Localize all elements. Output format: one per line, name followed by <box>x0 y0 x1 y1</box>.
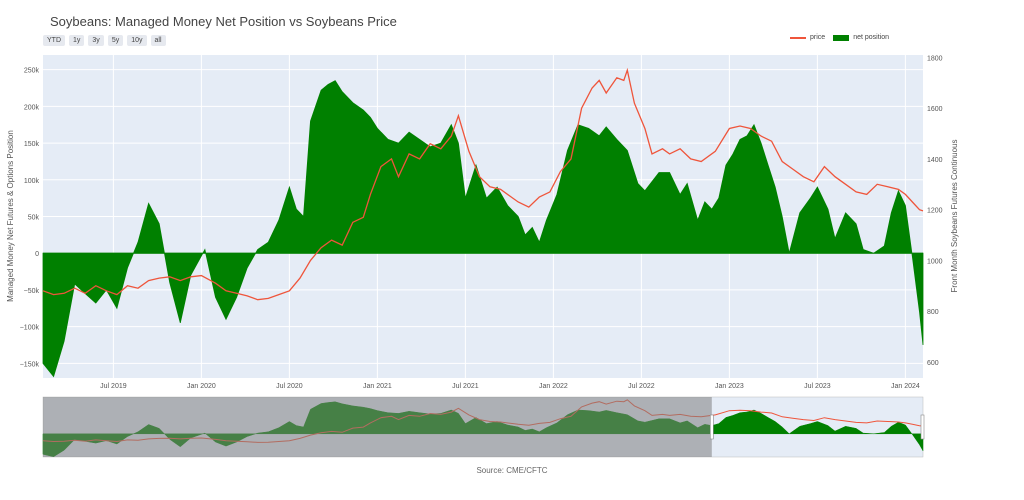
y-tick-label: 250k <box>24 68 40 75</box>
range-selector: YTD 1y 3y 5y 10y all <box>43 35 166 46</box>
range-button-5y[interactable]: 5y <box>107 35 124 46</box>
y-tick-label: 0 <box>35 251 39 258</box>
slider-unselected-mask <box>43 397 712 457</box>
x-tick-label: Jul 2019 <box>100 383 127 390</box>
x-tick-label: Jul 2022 <box>628 383 655 390</box>
x-tick-label: Jan 2021 <box>363 383 392 390</box>
y2-tick-label: 1000 <box>927 258 943 265</box>
y-axis-label: Managed Money Net Futures & Options Posi… <box>6 130 15 302</box>
y-tick-label: −50k <box>24 288 40 295</box>
range-slider[interactable] <box>42 396 925 458</box>
y2-axis-label: Front Month Soybeans Futures Continuous <box>950 140 959 293</box>
y-tick-label: 150k <box>24 141 40 148</box>
net-position-area <box>42 80 924 378</box>
y-tick-label: −150k <box>20 361 40 368</box>
y-tick-label: −100k <box>20 325 40 332</box>
x-tick-label: Jul 2023 <box>804 383 831 390</box>
legend-label-price: price <box>810 34 826 41</box>
y-tick-label: 50k <box>28 215 40 222</box>
slider-left-handle <box>709 414 714 440</box>
net-position-fill <box>42 80 924 378</box>
range-button-1y[interactable]: 1y <box>69 35 85 46</box>
y2-tick-label: 1600 <box>927 106 943 113</box>
y-tick-label: 100k <box>24 178 40 185</box>
price-line <box>42 67 924 301</box>
range-button-all[interactable]: all <box>150 35 166 46</box>
left-axis-ticks: −150k −100k −50k 0 50k 100k 150k 200k 250k <box>20 68 40 369</box>
chart-title: Soybeans: Managed Money Net Position vs … <box>50 14 397 29</box>
y2-tick-label: 600 <box>927 360 939 367</box>
x-tick-label: Jul 2020 <box>276 383 303 390</box>
range-button-ytd[interactable]: YTD <box>43 35 65 46</box>
y2-tick-label: 1400 <box>927 157 943 164</box>
y2-tick-label: 1200 <box>927 208 943 215</box>
x-tick-label: Jan 2022 <box>539 383 568 390</box>
y2-tick-label: 1800 <box>927 56 943 63</box>
x-tick-label: Jan 2023 <box>715 383 744 390</box>
legend-label-net: net position <box>853 34 889 41</box>
right-axis-ticks: 600 800 1000 1200 1400 1600 1800 <box>927 56 943 367</box>
x-axis-ticks: Jul 2019 Jan 2020 Jul 2020 Jan 2021 Jul 2021… <box>100 383 920 390</box>
price-line-group <box>42 67 924 301</box>
x-tick-label: Jul 2021 <box>452 383 479 390</box>
y2-tick-label: 800 <box>927 309 939 316</box>
slider-right-handle <box>920 414 925 440</box>
range-button-10y[interactable]: 10y <box>127 35 147 46</box>
legend: price net position <box>790 34 889 41</box>
x-tick-label: Jan 2020 <box>187 383 216 390</box>
source-note: Source: CME/CFTC <box>476 466 548 475</box>
x-tick-label: Jan 2024 <box>891 383 920 390</box>
legend-area-swatch <box>833 34 850 41</box>
legend-line-swatch <box>790 36 806 39</box>
legend-item-net[interactable]: net position <box>833 34 889 41</box>
legend-item-price[interactable]: price <box>790 34 825 41</box>
range-button-3y[interactable]: 3y <box>88 35 104 46</box>
y-tick-label: 200k <box>24 104 40 111</box>
